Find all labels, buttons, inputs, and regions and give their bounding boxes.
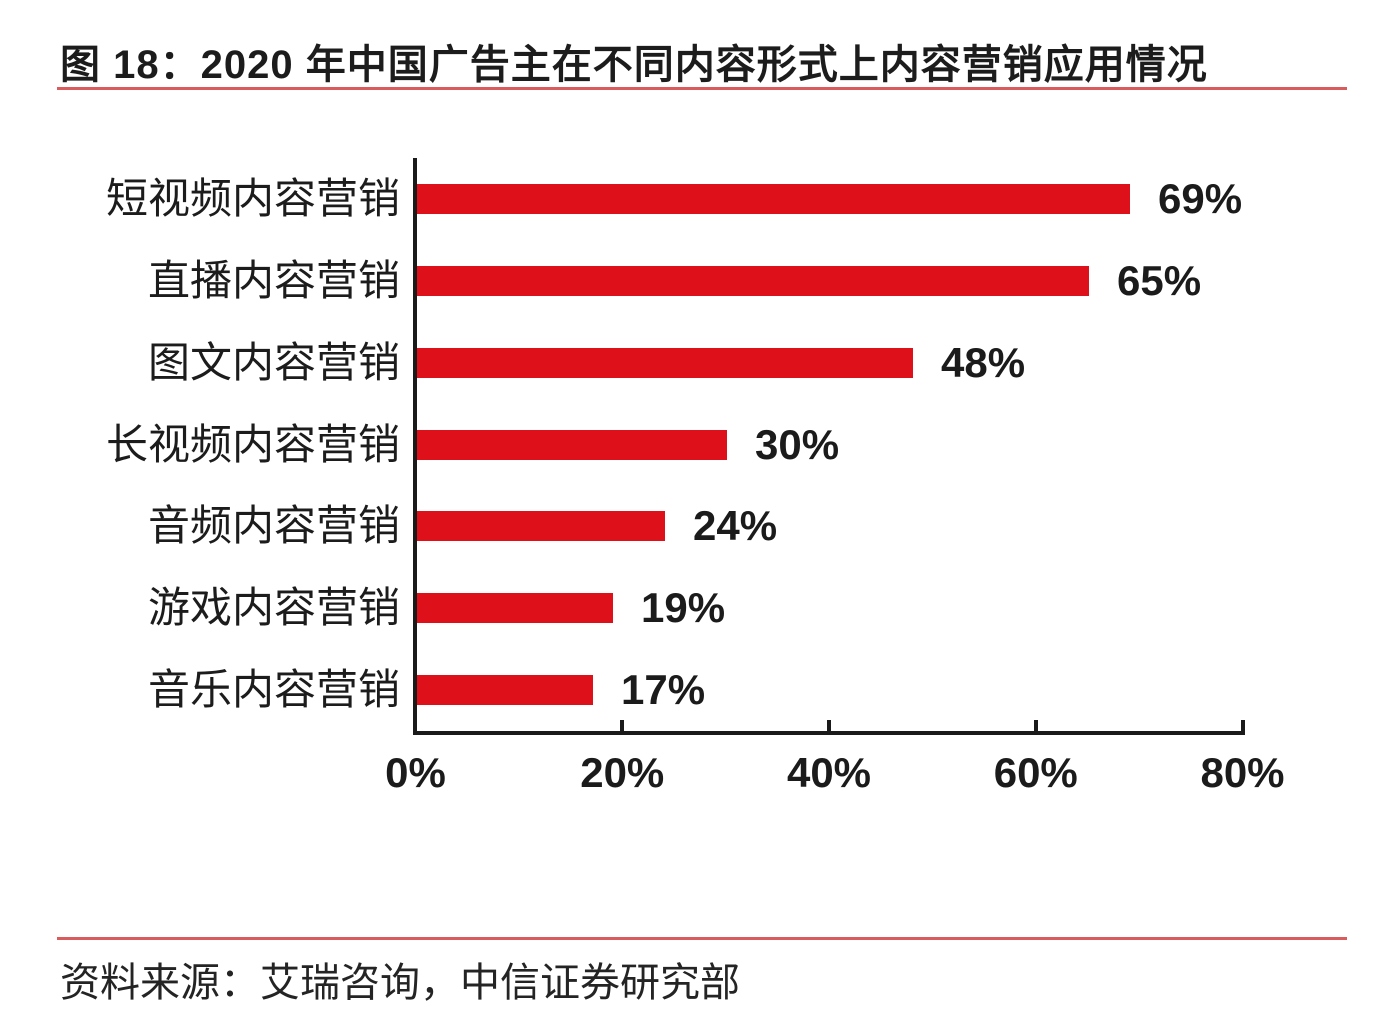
axis-tick [1033,720,1038,731]
x-tick-label: 80% [1200,749,1285,796]
value-label: 69% [1158,175,1243,222]
chart-row: 长视频内容营销 30% [0,404,1399,486]
chart-row: 图文内容营销 48% [0,322,1399,404]
chart-row: 游戏内容营销 19% [0,567,1399,649]
title-rule [57,87,1347,90]
axis-tick [1240,720,1245,731]
source-rule [57,937,1347,940]
chart-row: 音乐内容营销 17% [0,649,1399,731]
category-label: 游戏内容营销 [147,584,400,632]
bar [417,429,727,460]
chart-row: 音频内容营销 24% [0,485,1399,567]
category-label: 音频内容营销 [147,502,400,550]
axis-tick [827,720,831,731]
x-tick-label: 20% [580,749,665,796]
chart-row: 直播内容营销 65% [0,240,1399,322]
value-label: 65% [1117,256,1202,304]
x-tick-label: 60% [993,749,1078,796]
bar [417,184,1130,214]
bar [417,511,665,542]
value-label: 24% [693,502,778,550]
figure-title: 图 18：2020 年中国广告主在不同内容形式上内容营销应用情况 [60,43,1208,87]
value-label: 17% [621,666,706,714]
category-label: 音乐内容营销 [147,666,400,714]
bar [417,593,613,624]
category-label: 短视频内容营销 [105,175,400,222]
category-label: 直播内容营销 [147,256,400,304]
source-note: 资料来源：艾瑞咨询，中信证券研究部 [60,961,740,1005]
value-label: 48% [941,338,1026,386]
bar [417,265,1089,296]
y-axis-line [413,158,417,735]
chart-row: 短视频内容营销 69% [0,158,1399,240]
category-label: 长视频内容营销 [105,420,400,468]
value-label: 19% [641,584,726,632]
x-axis-line [413,731,1245,735]
x-tick-label: 0% [385,749,446,796]
x-tick-label: 40% [786,749,872,796]
value-label: 30% [755,420,840,468]
bar [417,347,913,378]
bar [417,675,593,706]
category-label: 图文内容营销 [147,338,400,386]
axis-tick [620,720,625,731]
